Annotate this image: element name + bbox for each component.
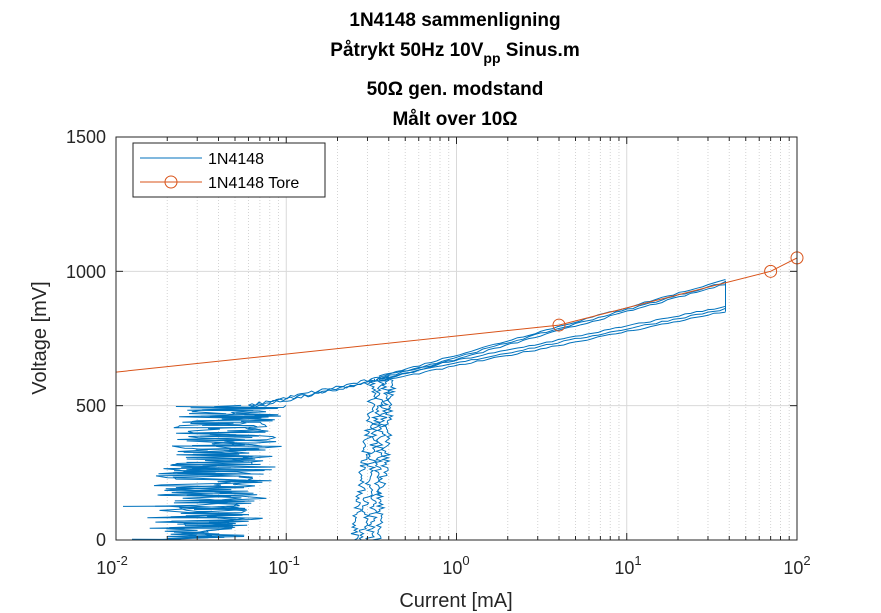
series-1n4148-branch xyxy=(378,307,726,381)
series-1n4148-knee-trace xyxy=(248,376,389,406)
x-tick-base: 10 xyxy=(96,558,116,578)
series-1n4148-branch xyxy=(378,311,726,382)
y-tick-label: 0 xyxy=(96,530,106,550)
series-1n4148-vertical-trace xyxy=(365,378,391,540)
chart-title-line-1: 1N4148 sammenligning xyxy=(349,10,560,31)
x-tick-labels: 10-2 10-1 100 101 102 xyxy=(96,553,810,578)
series-1n4148-vertical-trace xyxy=(372,378,397,540)
series-1n4148-branch xyxy=(378,279,726,378)
x-tick-label: 10-1 xyxy=(268,553,300,578)
x-tick-base: 10 xyxy=(442,558,462,578)
series-1n4148-branch xyxy=(378,305,726,377)
x-tick-exponent: -1 xyxy=(288,553,300,568)
series-1n4148-knee-trace xyxy=(248,377,390,410)
chart-title-line-2: Påtrykt 50Hz 10Vpp Sinus.m xyxy=(330,40,579,66)
y-axis-label: Voltage [mV] xyxy=(29,281,51,394)
series-1n4148-vertical-trace xyxy=(350,378,378,540)
x-tick-exponent: 0 xyxy=(462,553,469,568)
legend-marker-tore xyxy=(164,175,178,189)
x-tick-label: 100 xyxy=(442,553,469,578)
axis-ticks xyxy=(115,136,797,541)
series-tore-marker xyxy=(764,264,778,278)
legend: 1N4148 1N4148 Tore xyxy=(132,142,326,198)
title-line-2-suffix: Sinus.m xyxy=(501,40,580,61)
x-tick-exponent: -2 xyxy=(116,553,128,568)
x-tick-base: 10 xyxy=(268,558,288,578)
x-tick-exponent: 2 xyxy=(803,553,810,568)
x-tick-label: 101 xyxy=(614,553,641,578)
chart-title-line-4: Målt over 10Ω xyxy=(392,109,517,130)
y-tick-label: 500 xyxy=(76,396,106,416)
legend-label-tore: 1N4148 Tore xyxy=(208,175,299,192)
legend-label-1n4148: 1N4148 xyxy=(208,151,264,168)
title-line-2-main: Påtrykt 50Hz 10V xyxy=(330,40,483,61)
y-tick-labels: 0 500 1000 1500 xyxy=(66,127,106,550)
series-1n4148-noise-trace xyxy=(164,405,287,540)
x-axis-label: Current [mA] xyxy=(399,590,512,612)
legend-box xyxy=(132,142,326,198)
chart-title-line-3: 50Ω gen. modstand xyxy=(367,79,544,100)
series-tore-marker xyxy=(552,318,566,332)
y-tick-label: 1500 xyxy=(66,127,106,147)
x-tick-label: 10-2 xyxy=(96,553,128,578)
series-1n4148-vertical-trace xyxy=(358,378,385,540)
series-tore-line xyxy=(116,257,797,373)
title-line-2-subscript: pp xyxy=(483,50,500,66)
x-tick-base: 10 xyxy=(783,558,803,578)
series-1n4148-branch xyxy=(378,284,726,382)
y-tick-label: 1000 xyxy=(66,262,106,282)
x-tick-exponent: 1 xyxy=(634,553,641,568)
series-layer xyxy=(116,257,797,540)
x-tick-base: 10 xyxy=(614,558,634,578)
x-tick-label: 102 xyxy=(783,553,810,578)
series-1n4148-spike xyxy=(122,505,198,514)
